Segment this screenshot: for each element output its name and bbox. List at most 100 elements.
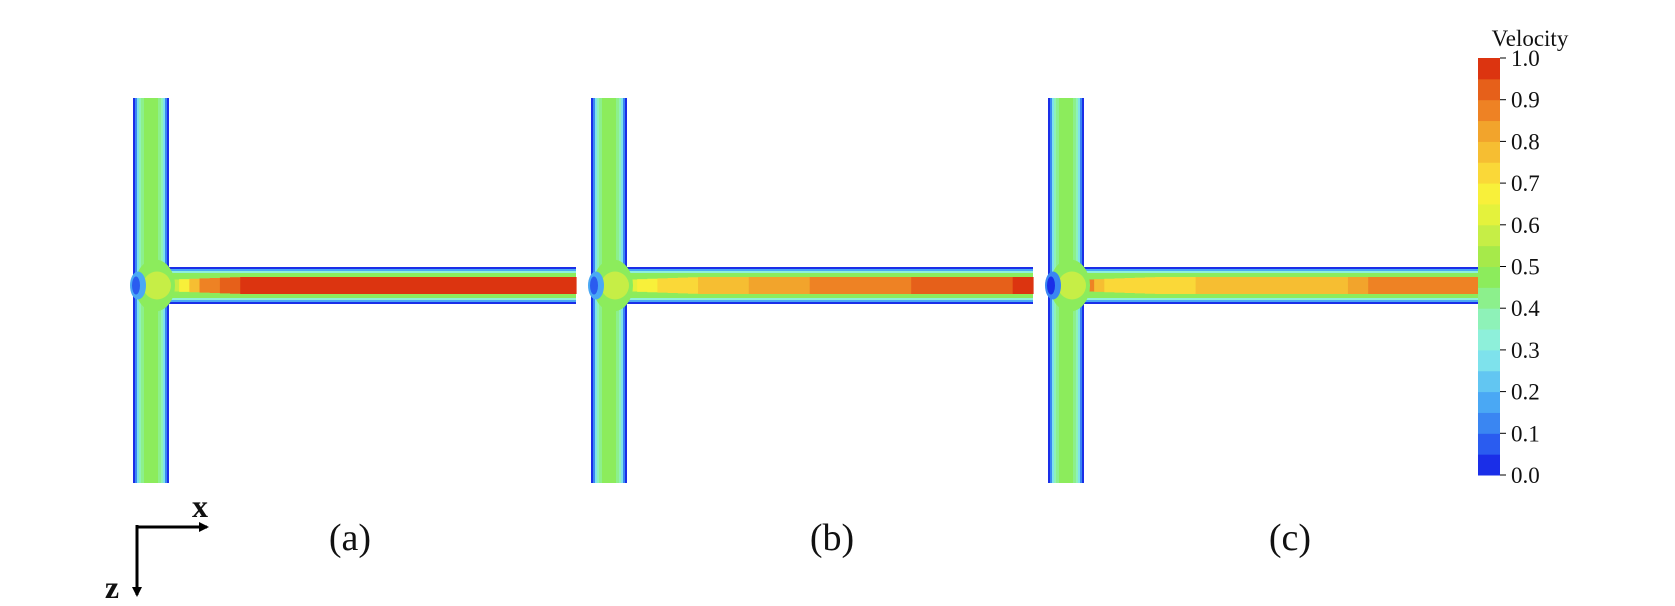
jet-core-segment	[311, 277, 323, 294]
jet-core-segment	[1327, 277, 1339, 294]
colorbar-tick-label: 0.7	[1511, 171, 1540, 196]
jet-core-segment	[1236, 277, 1247, 294]
jet-core-segment	[748, 277, 760, 294]
panel-b-label: (b)	[810, 517, 854, 559]
colorbar-band	[1478, 141, 1500, 163]
jet-core-segment	[901, 277, 912, 294]
jet-core-segment	[1358, 277, 1369, 294]
stagnation-core	[1047, 276, 1055, 295]
colorbar-band	[1478, 224, 1500, 247]
jet-core-segment	[382, 277, 394, 294]
panel-c: (c)	[1045, 98, 1491, 559]
colorbar-tick-label: 0.6	[1511, 213, 1540, 238]
jet-core-segment	[951, 277, 963, 294]
panel-a-label: (a)	[329, 517, 371, 559]
jet-core-segment	[403, 277, 414, 294]
jet-core-segment	[961, 277, 973, 294]
colorbar: Velocity 1.0 0.9 0.8 0.7 0.6 0.5 0.4 0.3 0.2 0.1 0…	[1478, 26, 1569, 488]
jet-core-segment	[1459, 277, 1471, 294]
jet-core-segment	[758, 277, 770, 294]
junction-core	[601, 271, 629, 300]
jet-core-segment	[921, 277, 933, 294]
jet-core-segment	[1226, 277, 1237, 294]
colorbar-tick-label: 0.5	[1511, 255, 1540, 280]
jet-core-segment	[931, 277, 943, 294]
jet-core-segment	[647, 278, 659, 293]
junction-core	[1058, 271, 1086, 300]
jet-core-segment	[250, 277, 262, 294]
jet-core-segment	[209, 278, 221, 293]
colorbar-band	[1478, 266, 1500, 288]
jet-core-segment	[1114, 278, 1126, 293]
jet-core-segment	[1124, 278, 1136, 293]
jet-core-segment	[504, 277, 516, 294]
colorbar-tick-label: 0.2	[1511, 380, 1540, 405]
colorbar-band	[1478, 287, 1500, 309]
colorbar-tick-label: 0.4	[1511, 296, 1540, 321]
jet-core-segment	[301, 277, 313, 294]
jet-core-segment	[799, 277, 811, 294]
jet-core-segment	[1398, 277, 1410, 294]
jet-core-segment	[1165, 277, 1176, 294]
jet-core-segment	[789, 277, 801, 294]
jet-core-segment	[1175, 277, 1187, 294]
jet-core-segment	[230, 277, 241, 294]
jet-core-segment	[1215, 277, 1227, 294]
jet-core-segment	[1195, 277, 1207, 294]
colorbar-band	[1478, 99, 1500, 122]
colorbar-band	[1478, 183, 1500, 205]
jet-core-segment	[738, 277, 750, 294]
panel-c-label: (c)	[1269, 517, 1311, 559]
jet-core-segment	[189, 278, 201, 293]
jet-core-segment	[565, 277, 577, 294]
jet-core-segment	[1002, 277, 1014, 294]
jet-core-segment	[1317, 277, 1329, 294]
jet-core-segment	[1155, 277, 1166, 294]
jet-core-segment	[809, 277, 821, 294]
jet-core-segment	[1094, 279, 1105, 292]
panel-c-contour	[1045, 98, 1491, 483]
colorbar-band	[1478, 58, 1500, 80]
jet-core-segment	[1449, 277, 1461, 294]
jet-core-segment	[1205, 277, 1217, 294]
jet-core-segment	[1307, 277, 1319, 294]
colorbar-band	[1478, 391, 1500, 413]
colorbar-band	[1478, 329, 1500, 351]
colorbar-band	[1478, 245, 1500, 267]
jet-core-segment	[392, 277, 404, 294]
panel-a-contour	[130, 98, 577, 483]
jet-core-segment	[890, 277, 902, 294]
colorbar-band	[1478, 370, 1500, 393]
jet-core-segment	[982, 277, 993, 294]
jet-core-segment	[464, 277, 475, 294]
jet-core-segment	[667, 278, 679, 293]
jet-core-segment	[911, 277, 922, 294]
panel-b: (b)	[588, 98, 1034, 559]
jet-core-segment	[1388, 277, 1400, 294]
jet-core-segment	[860, 277, 872, 294]
colorbar-bands	[1478, 58, 1500, 476]
colorbar-tick-label: 1.0	[1511, 46, 1540, 71]
jet-core-segment	[280, 277, 292, 294]
jet-core-segment	[352, 277, 363, 294]
jet-core-segment	[1185, 277, 1197, 294]
jet-core-segment	[260, 277, 272, 294]
jet-core-segment	[484, 277, 496, 294]
colorbar-band	[1478, 433, 1500, 455]
jet-core-segment	[1246, 277, 1258, 294]
jet-core-segment	[240, 277, 251, 294]
x-axis-label: x	[192, 488, 208, 524]
jet-core-segment	[443, 277, 455, 294]
jet-core-segment	[1429, 277, 1440, 294]
jet-core-segment	[708, 277, 719, 294]
jet-core-segment	[270, 277, 282, 294]
colorbar-band	[1478, 412, 1500, 434]
jet-core-segment	[830, 277, 841, 294]
jet-core-segment	[840, 277, 851, 294]
jet-core-segment	[1347, 277, 1359, 294]
jet-core-segment	[677, 277, 689, 294]
stagnation-core	[132, 276, 140, 295]
panel-a: (a)	[130, 98, 577, 559]
jet-core-segment	[870, 277, 882, 294]
